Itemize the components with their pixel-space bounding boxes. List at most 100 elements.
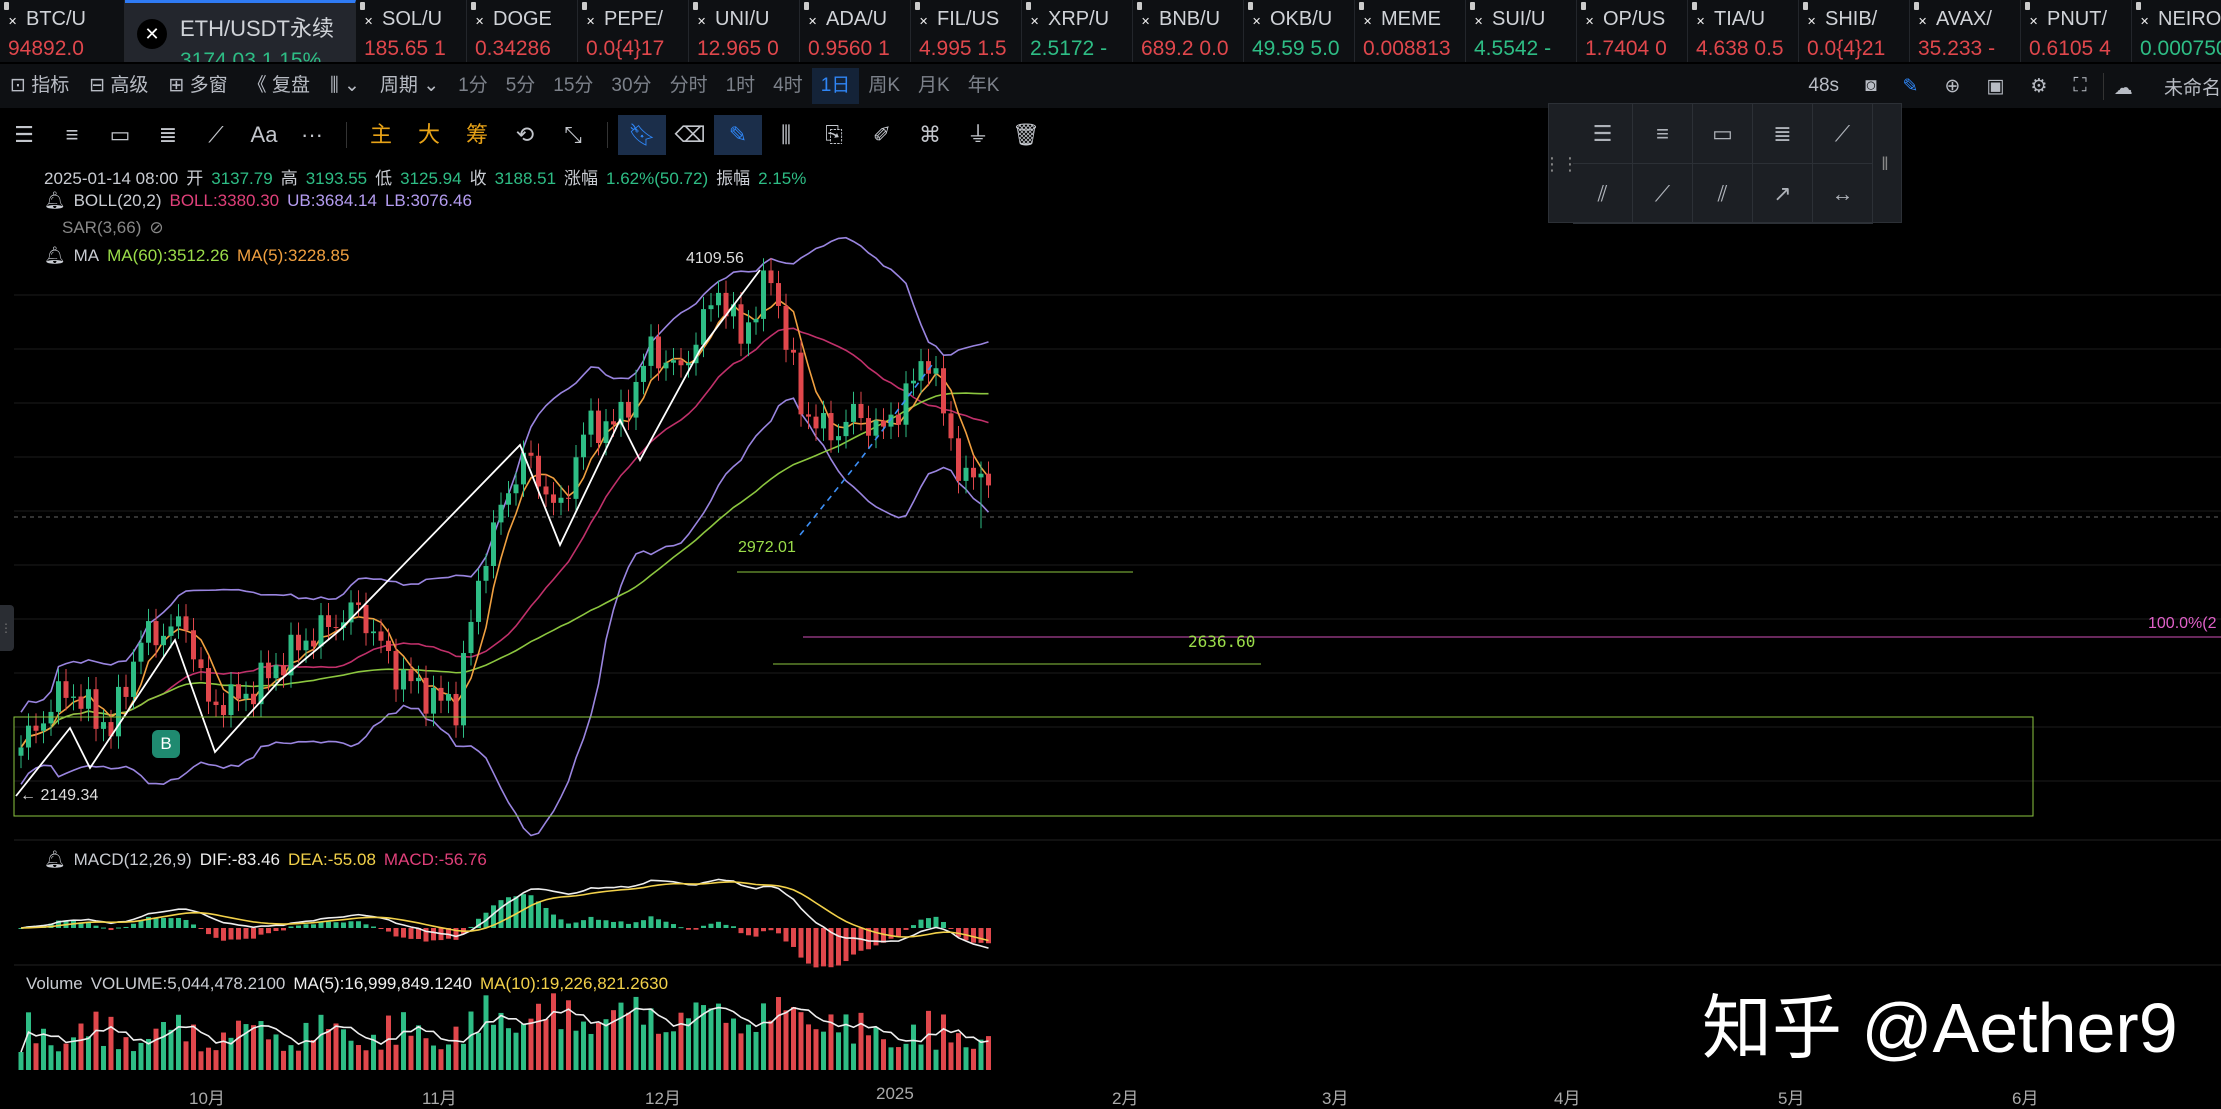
pin-icon[interactable]	[804, 2, 809, 10]
ray-tool[interactable]: ⟋	[1813, 104, 1873, 164]
channel-tool[interactable]: ≡	[1633, 104, 1693, 164]
pin-icon[interactable]	[1692, 2, 1697, 10]
pitchfork-tool[interactable]: ⫽	[1573, 164, 1633, 224]
advanced-button[interactable]: ⊟ 高级	[89, 75, 149, 96]
side-panel-handle[interactable]: ⋮	[0, 605, 14, 651]
ticker-tab[interactable]: ✕ XRP/U 2.5172 -	[1022, 0, 1133, 62]
filter-icon[interactable]: ⏚	[966, 122, 989, 147]
pin-icon[interactable]	[1914, 2, 1919, 10]
ticker-tab[interactable]: ✕ PEPE/0.0{4}17	[578, 0, 689, 62]
cloud-save-button[interactable]: ☁ 未命名	[2102, 72, 2221, 100]
period-tab[interactable]: 1日	[811, 68, 860, 104]
pin-icon[interactable]	[582, 2, 587, 10]
ticker-tab[interactable]: ✕ SOL/U 185.65 1	[356, 0, 467, 62]
period-tab[interactable]: 4时	[773, 75, 803, 96]
fib-icon[interactable]: ≣	[158, 122, 178, 147]
template-icon[interactable]: ▣	[1986, 75, 2005, 97]
measure-icon[interactable]: ⤡	[564, 122, 582, 147]
pin-icon[interactable]	[1470, 2, 1475, 10]
period-tab[interactable]: 分时	[669, 75, 708, 96]
magnet-icon[interactable]: ⟲	[515, 122, 535, 147]
ticker-tab[interactable]: ✕ AVAX/35.233 -	[1910, 0, 2021, 62]
hline-tool[interactable]: ☰	[1573, 104, 1633, 164]
link-icon[interactable]: ⌘	[919, 122, 941, 147]
ticker-tab[interactable]: ✕ MEME 0.008813	[1355, 0, 1466, 62]
pin-icon[interactable]	[1248, 2, 1253, 10]
price-chart[interactable]	[0, 160, 2221, 1108]
pin-icon[interactable]	[2025, 2, 2030, 10]
buy-marker[interactable]: B	[152, 730, 180, 758]
pencil-icon[interactable]: ✎	[1902, 75, 1919, 97]
pin-icon[interactable]	[1581, 2, 1586, 10]
horizontal-lines-icon[interactable]: ☰	[14, 122, 34, 147]
period-tab[interactable]: 1时	[725, 75, 756, 96]
period-tab[interactable]: 月K	[918, 75, 950, 96]
rect-tool[interactable]: ▭	[1693, 104, 1753, 164]
bell-icon[interactable]: 🔔︎	[44, 246, 66, 265]
period-tab[interactable]: 5分	[505, 75, 536, 96]
ticker-tab[interactable]: ✕ SHIB/0.0{4}21	[1799, 0, 1910, 62]
big-button[interactable]: 大	[417, 122, 440, 147]
ticker-tab[interactable]: ✕ UNI/U 12.965 0	[689, 0, 800, 62]
edit-icon[interactable]: ✐	[872, 122, 892, 147]
rectangle-icon[interactable]: ▭	[109, 122, 131, 147]
text-tool[interactable]: Aa	[250, 122, 278, 147]
period-tab[interactable]: 30分	[611, 75, 652, 96]
fullscreen-icon[interactable]: ⛶	[2073, 75, 2087, 96]
ticker-tab[interactable]: ✕ OKB/U 49.59 5.0	[1244, 0, 1355, 62]
ticker-tab[interactable]: ✕ TIA/U 4.638 0.5	[1688, 0, 1799, 62]
hidden-eye-icon[interactable]: ⊘	[149, 218, 164, 237]
ticker-tab[interactable]: ✕ ETH/USDT永续 3174.03 1.15%	[125, 0, 356, 62]
ticker-tab[interactable]: ✕ DOGE 0.34286	[467, 0, 578, 62]
period-tab[interactable]: 1分	[458, 75, 488, 96]
trend-line-icon[interactable]: ⟋	[208, 122, 224, 147]
pin-icon[interactable]	[360, 2, 365, 10]
eraser-icon[interactable]: ⌫	[674, 122, 706, 147]
period-tab[interactable]: 年K	[967, 75, 1000, 96]
bell-icon[interactable]: 🔔︎	[44, 850, 66, 869]
bookmark-icon[interactable]: 🔖︎	[618, 115, 666, 155]
measure-tool[interactable]: ↔	[1813, 164, 1873, 224]
parallel-lines-icon[interactable]: ≡	[65, 122, 79, 147]
period-tab[interactable]: 周K	[868, 75, 900, 96]
arrow-tool[interactable]: ↗	[1753, 164, 1813, 224]
indicators-button[interactable]: ⊡ 指标	[10, 75, 70, 96]
line-tool[interactable]: ⟋	[1633, 164, 1693, 224]
period-tab[interactable]: 15分	[553, 75, 594, 96]
pin-icon[interactable]	[1803, 2, 1808, 10]
drag-handle[interactable]: ⋮⋮	[1543, 153, 1579, 174]
pin-icon[interactable]	[471, 2, 476, 10]
pin-icon[interactable]	[4, 2, 9, 10]
trash-icon[interactable]: 🗑︎	[1012, 122, 1040, 147]
settings-icon[interactable]: ⚙	[2030, 75, 2048, 97]
pin-icon[interactable]	[1026, 2, 1031, 10]
ticker-tab[interactable]: ✕ OP/US 1.7404 0	[1577, 0, 1688, 62]
clipboard-icon[interactable]: ⎘	[825, 122, 843, 147]
ticker-tab[interactable]: ✕ SUI/U 4.5542 -	[1466, 0, 1577, 62]
chart-type-dropdown[interactable]: ⫼ ⌄	[320, 68, 370, 104]
ticker-tab[interactable]: ✕ NEIRO 0.000750	[2132, 0, 2221, 62]
ticker-tab[interactable]: ✕ PNUT/0.6105 4	[2021, 0, 2132, 62]
pin-icon[interactable]	[915, 2, 920, 10]
ticker-tab[interactable]: ✕ BTC/U 94892.0	[0, 0, 125, 62]
ticker-tab[interactable]: ✕ ADA/U 0.9560 1	[800, 0, 911, 62]
main-chart-button[interactable]: 主	[369, 122, 392, 147]
multi-window-button[interactable]: ⊞ 多窗	[168, 75, 228, 96]
pin-icon[interactable]	[1137, 2, 1142, 10]
chips-button[interactable]: 筹	[465, 122, 488, 147]
bell-icon[interactable]: 🔔︎	[44, 191, 66, 210]
panel-grip[interactable]: ‖	[1881, 153, 1889, 174]
pin-icon[interactable]	[2136, 2, 2141, 10]
fib-tool[interactable]: ≣	[1753, 104, 1813, 164]
pin-icon[interactable]	[1359, 2, 1364, 10]
replay-button[interactable]: 《 复盘	[247, 75, 310, 96]
add-window-icon[interactable]: ⊕	[1944, 75, 1961, 97]
more-tools[interactable]: ···	[301, 122, 323, 147]
parallel-tool[interactable]: ⫽	[1693, 164, 1753, 224]
pin-icon[interactable]	[693, 2, 698, 10]
camera-icon[interactable]: ◙	[1865, 75, 1877, 96]
period-dropdown[interactable]: 周期 ⌄	[379, 75, 440, 96]
ticker-tab[interactable]: ✕ FIL/US 4.995 1.5	[911, 0, 1022, 62]
brush-icon[interactable]: ✎	[714, 115, 762, 155]
candles-icon[interactable]: ⫼	[780, 122, 792, 147]
